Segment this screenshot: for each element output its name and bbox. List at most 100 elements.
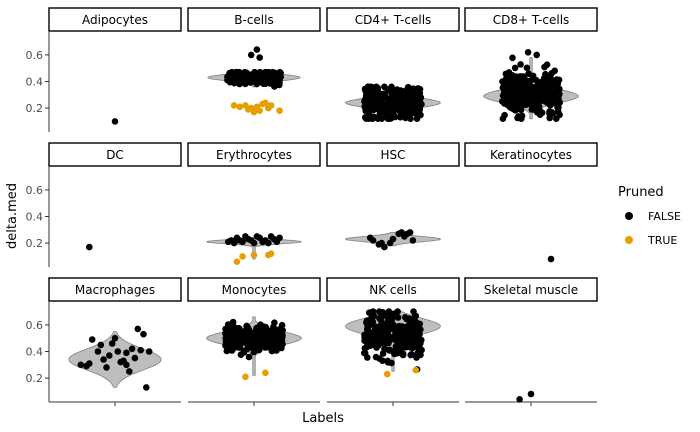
data-point [265,239,272,247]
data-point [544,90,551,98]
data-point [230,343,238,350]
data-point [547,255,555,263]
data-point [262,369,269,377]
data-point [366,341,374,348]
data-point [258,328,265,336]
legend-title: Pruned [618,185,664,200]
data-point [527,390,535,398]
data-point [253,326,260,333]
data-point [506,103,513,111]
data-point [225,238,232,246]
facet-strip [187,7,321,32]
data-point [273,347,280,354]
data-point [140,330,147,338]
data-point [409,237,417,244]
data-point [253,233,261,240]
data-point [361,337,368,345]
facet-strip [326,7,460,32]
data-point [369,329,376,337]
data-point [241,68,248,76]
data-point [543,61,551,68]
data-point [277,341,284,348]
data-point [535,105,543,113]
data-point [361,344,369,352]
data-point [243,322,250,330]
facet-strip [48,7,182,32]
data-point [388,359,395,367]
facet-monocytes: Monocytes [187,277,321,406]
data-point [546,110,554,118]
data-point [245,106,252,113]
facet-strip-label: Macrophages [75,283,155,297]
data-point [256,54,264,61]
facet-hsc: HSC [326,142,460,251]
data-point [230,102,238,109]
data-point [499,98,506,105]
data-point [369,115,376,122]
data-point [384,319,391,326]
facet-strip-label: Monocytes [222,283,287,297]
data-point [86,243,93,251]
data-point [224,342,232,350]
data-point [114,348,122,355]
data-point [499,84,507,91]
data-point [233,258,241,266]
data-point [505,69,513,76]
data-point [259,72,267,79]
data-point [369,318,377,326]
data-point [363,319,370,326]
facet-erythrocytes: Erythrocytes [187,142,321,266]
data-point [389,313,397,321]
data-point [361,331,368,339]
data-point [245,335,253,343]
data-point [417,99,424,107]
data-point [275,326,283,333]
facet-strip [48,277,182,302]
data-point [131,354,139,362]
data-point [145,348,153,355]
facet-strip [187,277,321,302]
y-tick-label: 0.6 [26,184,44,197]
facet-strip [464,142,598,167]
data-point [499,115,507,122]
data-point [263,328,271,336]
legend-label-true: TRUE [647,234,677,247]
data-point [394,308,401,315]
data-point [253,77,261,85]
data-point [521,98,529,106]
data-point [523,64,531,72]
data-point [242,233,249,240]
data-point [239,253,246,260]
data-point [372,103,379,111]
data-point [236,343,243,350]
data-point [407,115,414,122]
data-point [542,70,549,78]
data-point [362,95,369,102]
data-point [242,373,249,381]
facet-strip-label: Erythrocytes [216,148,292,162]
data-point [256,107,264,114]
data-point [536,111,544,118]
data-point [376,308,383,315]
data-point [225,322,232,329]
facet-strip [326,277,460,302]
data-point [123,361,130,369]
data-point [556,99,563,106]
data-point [364,354,371,361]
legend-key-true [625,236,633,244]
data-point [223,347,231,355]
data-point [409,324,417,332]
data-point [267,102,275,109]
data-point [397,113,404,121]
data-point [234,328,241,335]
facet-strip-label: B-cells [234,13,273,27]
data-point [237,335,245,343]
data-point [550,99,557,107]
data-point [553,85,561,93]
data-point [143,384,150,391]
data-point [224,76,231,84]
y-tick-label: 0.4 [26,76,44,89]
data-point [516,101,524,108]
data-point [106,352,113,359]
